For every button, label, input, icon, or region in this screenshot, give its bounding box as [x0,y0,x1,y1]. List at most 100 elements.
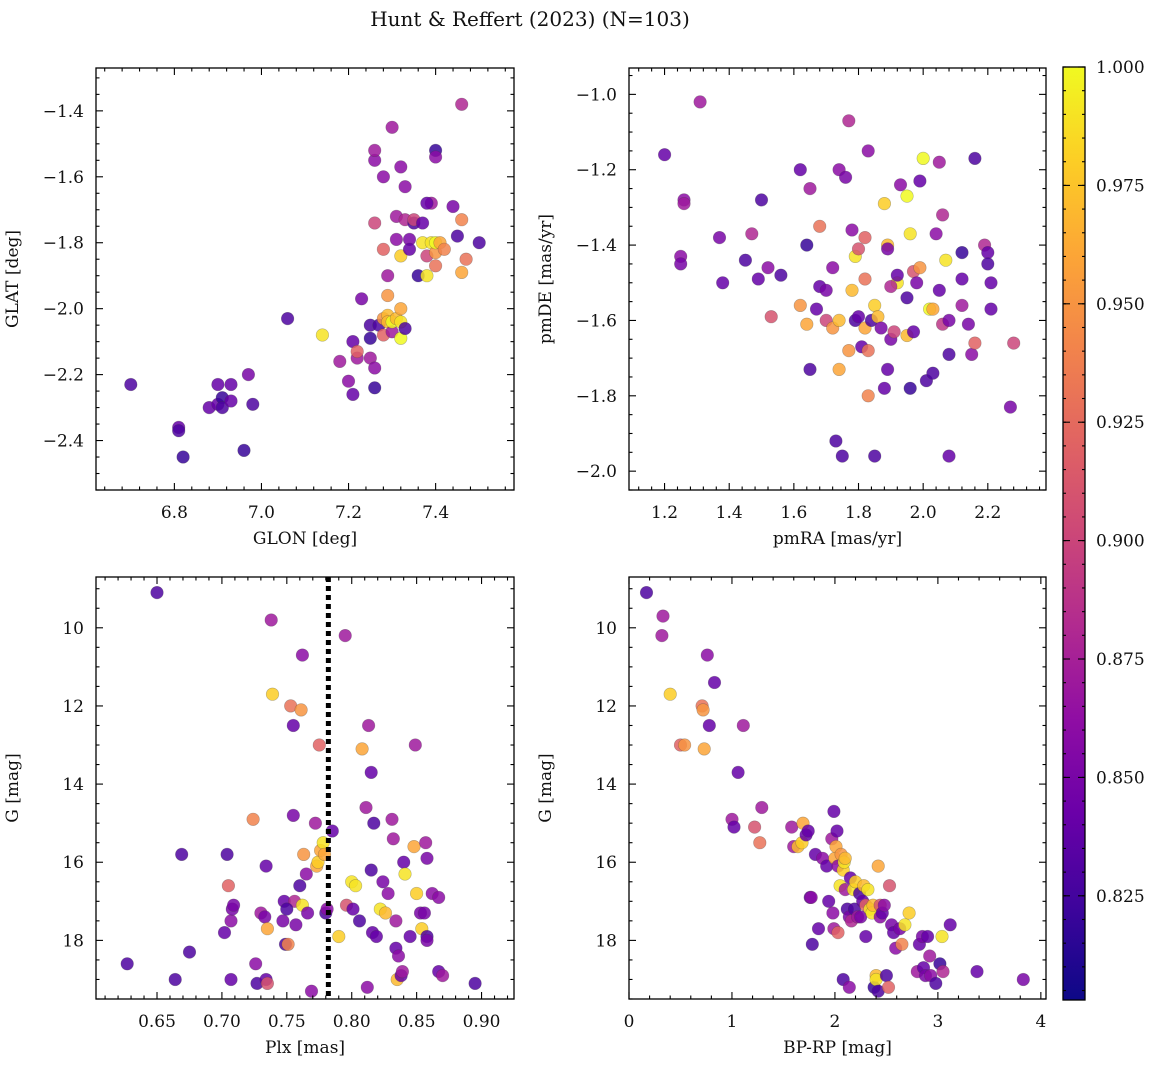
y-tick-label: −1.6 [43,168,84,188]
data-point [385,812,399,826]
data-point [731,765,745,780]
data-point [246,397,260,411]
data-point [913,261,927,275]
x-tick-label: 1 [727,1012,738,1032]
colorbar-gradient [1063,67,1085,1000]
data-point [736,718,750,733]
data-point [227,898,241,912]
data-point [874,321,888,335]
data-point [674,257,688,271]
colorbar-tick-label: 0.825 [1096,887,1145,907]
x-tick-label: 4 [1035,1012,1046,1032]
data-point [902,906,916,920]
x-tick-label: 0 [624,1012,635,1032]
data-point [359,800,373,815]
data-point [364,863,378,877]
y-tick-label: 16 [62,853,84,873]
data-point [955,246,969,260]
data-point [832,362,846,377]
x-tick-label: 0.70 [203,1012,241,1032]
data-point [696,703,710,717]
data-point [693,95,707,109]
data-point [793,163,807,177]
data-point [381,269,395,283]
data-point [360,980,374,994]
y-tick-label: 14 [62,775,84,795]
data-point [838,170,853,184]
data-point [868,298,882,313]
data-point [801,824,815,838]
data-point [803,362,817,377]
data-point [809,302,824,316]
data-point [224,394,238,408]
data-point [826,906,840,920]
y-tick-label: −1.4 [43,102,84,122]
scatter-points [639,585,1030,998]
y-tick-label: −1.8 [43,234,84,254]
colorbar-tick-label: 1.000 [1096,58,1145,78]
axes-frame [628,576,1047,1000]
data-point [942,347,956,362]
data-point [217,925,232,940]
data-point [829,434,843,448]
data-point [753,836,767,850]
data-point [913,174,927,188]
data-point [920,929,935,944]
data-point [858,231,872,245]
data-point [811,922,826,936]
y-tick-label: −2.4 [43,432,84,452]
data-point [906,325,921,339]
data-point [859,929,873,944]
data-point [349,879,363,893]
data-point [965,347,979,362]
data-point [861,344,875,358]
data-point [420,196,434,210]
data-point [368,381,382,395]
data-point [955,298,969,313]
data-point [368,361,382,375]
data-point [389,232,404,246]
data-point [172,424,186,438]
x-tick-label: 2.0 [910,503,937,523]
data-point [961,317,976,331]
data-point [845,223,859,237]
data-point [362,718,376,733]
data-point [376,170,391,184]
x-tick-label: 0.90 [463,1012,501,1032]
data-point [398,321,412,336]
x-axis-label: Plx [mas] [265,1038,345,1058]
x-tick-label: 0.80 [333,1012,371,1032]
data-point [970,964,984,979]
colorbar-tick-label: 0.850 [1096,768,1145,788]
data-point [264,613,278,627]
data-point [916,151,930,165]
data-point [712,231,727,245]
y-tick-label: −1.0 [576,85,617,105]
data-point [910,276,924,290]
x-tick-label: 7.4 [422,503,449,523]
data-point [881,980,896,994]
data-point [280,902,294,916]
colorbar-frame [1062,66,1086,1001]
data-point [929,976,943,991]
y-tick-label: 16 [595,853,617,873]
data-point [378,906,393,920]
data-point [293,879,307,893]
data-point [804,890,818,905]
data-point [929,227,943,241]
axes-frame [628,67,1047,491]
data-point [124,377,138,392]
data-point [276,914,290,928]
data-point [299,867,313,881]
data-point [663,687,677,701]
data-point [249,957,263,971]
data-point [420,851,434,865]
data-point [805,937,819,951]
data-point [639,585,654,600]
data-point [368,216,382,230]
data-point [968,151,982,165]
data-point [168,972,182,987]
data-point [738,253,753,267]
data-point [707,675,722,690]
data-point [858,272,872,286]
